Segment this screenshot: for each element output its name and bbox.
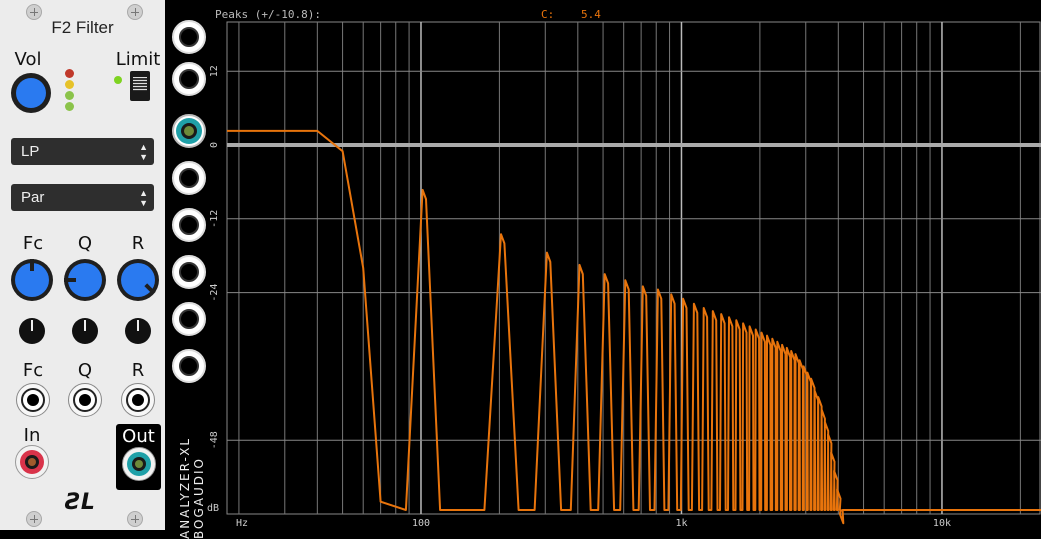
fc-cv-jack[interactable]	[16, 383, 50, 417]
r-cv-jack[interactable]	[121, 383, 155, 417]
input-jack-1[interactable]	[172, 20, 206, 54]
screw-icon	[26, 511, 42, 527]
screw-icon	[127, 511, 143, 527]
q-knob[interactable]	[64, 259, 106, 301]
y-tick-label: 12	[209, 65, 220, 77]
y-tick-label: 0	[209, 142, 220, 148]
r-attenuator-knob[interactable]	[125, 318, 151, 344]
input-jack-4[interactable]	[172, 161, 206, 195]
in-jack[interactable]	[15, 445, 49, 479]
q-cv-jack[interactable]	[68, 383, 102, 417]
db-unit-label: dB	[207, 503, 219, 514]
plot-frame	[226, 21, 1041, 515]
input-jack-6[interactable]	[172, 255, 206, 289]
brand-logo: ƧL	[65, 490, 95, 515]
screw-icon	[26, 4, 42, 20]
q-cv-label: Q	[77, 360, 93, 381]
x-tick-label: 100	[412, 518, 430, 529]
f2-filter-module: F2 Filter Vol Limit LP ▲ ▼ Par ▲ ▼ Fc Q R …	[0, 0, 165, 530]
spectrum-trace-line	[227, 129, 1041, 525]
level-led	[65, 80, 74, 89]
input-jack-7[interactable]	[172, 302, 206, 336]
vol-label: Vol	[14, 49, 42, 70]
module-title: F2 Filter	[51, 18, 114, 37]
out-jack[interactable]	[122, 447, 156, 481]
hz-unit-label: Hz	[236, 518, 248, 529]
input-jack-3-connected[interactable]	[172, 114, 206, 148]
select-arrows-icon: ▲ ▼	[139, 142, 148, 162]
spectrum-trace	[227, 129, 1041, 525]
y-tick-label: -48	[209, 431, 220, 449]
input-jack-5[interactable]	[172, 208, 206, 242]
fc-knob[interactable]	[11, 259, 53, 301]
spectrum-grid: 12 0 -12 -24 -48 100 1k 10k	[209, 21, 1041, 529]
limit-led	[114, 76, 122, 84]
select-arrows-icon: ▲ ▼	[139, 188, 148, 208]
level-led	[65, 102, 74, 111]
out-label: Out	[122, 426, 155, 447]
cursor-label: C:	[541, 8, 554, 21]
analyzer-xl-module: ANALYZER-XL BOGAUDIO 12 0 -12 -24 -48 100 1k 10…	[165, 0, 1041, 539]
input-jack-8[interactable]	[172, 349, 206, 383]
q-attenuator-knob[interactable]	[72, 318, 98, 344]
vol-knob[interactable]	[11, 73, 51, 113]
q-knob-label: Q	[77, 233, 93, 254]
fc-knob-label: Fc	[22, 233, 44, 254]
peaks-label: Peaks (+/-10.8):	[215, 8, 321, 21]
screw-icon	[127, 4, 143, 20]
mode-select[interactable]: LP ▲ ▼	[11, 138, 154, 165]
fc-cv-label: Fc	[22, 360, 44, 381]
topology-select[interactable]: Par ▲ ▼	[11, 184, 154, 211]
r-cv-label: R	[131, 360, 145, 381]
input-jack-2[interactable]	[172, 62, 206, 96]
level-led	[65, 69, 74, 78]
spectrum-display[interactable]: 12 0 -12 -24 -48 100 1k 10k Peaks (+/-10.8): C:…	[165, 0, 1041, 530]
x-tick-label: 1k	[675, 518, 687, 529]
r-knob-label: R	[131, 233, 145, 254]
fc-attenuator-knob[interactable]	[19, 318, 45, 344]
y-tick-label: -24	[209, 284, 220, 302]
cursor-value: 5.4	[581, 8, 601, 21]
limit-switch[interactable]	[130, 71, 150, 101]
y-tick-label: -12	[209, 210, 220, 228]
in-label: In	[23, 425, 41, 446]
r-knob[interactable]	[117, 259, 159, 301]
limit-label: Limit	[115, 49, 161, 70]
x-tick-label: 10k	[933, 518, 951, 529]
out-section: Out	[116, 424, 161, 490]
level-led	[65, 91, 74, 100]
mode-select-value: LP	[21, 143, 40, 160]
topology-select-value: Par	[21, 189, 45, 206]
